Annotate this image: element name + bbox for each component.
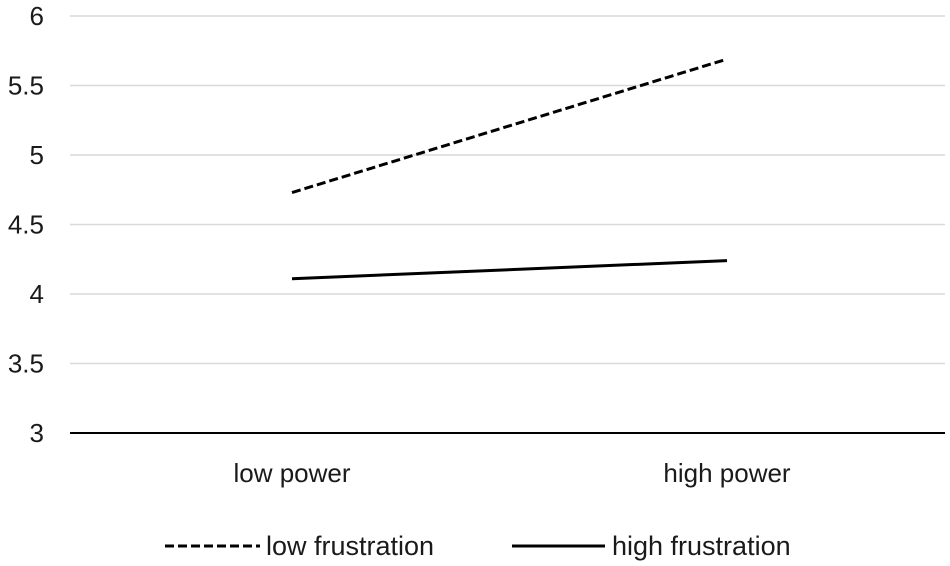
y-tick-label: 3.5 bbox=[8, 349, 44, 379]
series-line-high-frustration bbox=[291, 259, 728, 281]
y-tick-label: 6 bbox=[30, 1, 44, 31]
gridlines bbox=[70, 15, 945, 434]
legend: low frustration high frustration bbox=[165, 531, 791, 561]
legend-label: high frustration bbox=[612, 531, 791, 561]
series-line-low-frustration bbox=[291, 57, 728, 194]
x-tick-label: high power bbox=[663, 458, 791, 488]
x-axis-ticks: low power high power bbox=[233, 458, 790, 488]
y-axis-ticks: 3 3.5 4 4.5 5 5.5 6 bbox=[8, 1, 44, 448]
y-tick-label: 5.5 bbox=[8, 71, 44, 101]
legend-label: low frustration bbox=[266, 531, 434, 561]
series-lines bbox=[291, 57, 728, 281]
y-tick-label: 5 bbox=[30, 140, 44, 170]
x-tick-label: low power bbox=[233, 458, 350, 488]
y-tick-label: 4 bbox=[30, 279, 44, 309]
y-tick-label: 4.5 bbox=[8, 210, 44, 240]
y-tick-label: 3 bbox=[30, 418, 44, 448]
